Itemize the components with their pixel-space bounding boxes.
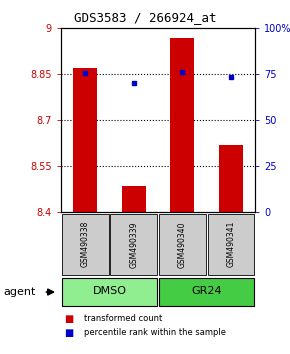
Text: GSM490338: GSM490338 [81, 221, 90, 268]
Bar [122, 186, 146, 212]
Text: GDS3583 / 266924_at: GDS3583 / 266924_at [74, 11, 216, 24]
Bar [170, 38, 195, 212]
Bar [159, 278, 254, 306]
Bar [73, 68, 97, 212]
Bar [110, 214, 157, 275]
Bar [62, 278, 157, 306]
Bar [208, 214, 254, 275]
Text: ■: ■ [64, 328, 73, 338]
Text: ■: ■ [64, 314, 73, 324]
Text: GSM490339: GSM490339 [129, 221, 138, 268]
Text: agent: agent [3, 287, 35, 297]
Text: transformed count: transformed count [84, 314, 162, 323]
Bar [159, 214, 206, 275]
Bar [62, 214, 108, 275]
Bar [219, 145, 243, 212]
Text: DMSO: DMSO [93, 286, 126, 296]
Text: GR24: GR24 [191, 286, 222, 296]
Text: GSM490340: GSM490340 [178, 221, 187, 268]
Text: GSM490341: GSM490341 [226, 221, 235, 268]
Text: percentile rank within the sample: percentile rank within the sample [84, 328, 226, 337]
